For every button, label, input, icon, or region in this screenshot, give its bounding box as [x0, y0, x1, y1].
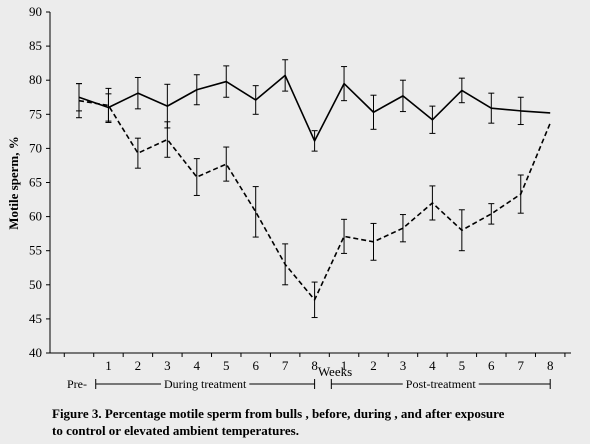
x-tick-label: 6	[488, 358, 495, 373]
x-tick-label: 4	[429, 358, 436, 373]
series-line	[78, 74, 551, 142]
y-axis-title: Motile sperm, %	[6, 136, 21, 230]
x-tick-label: 2	[370, 358, 377, 373]
y-tick-label: 40	[29, 345, 42, 360]
y-tick-label: 55	[29, 243, 42, 258]
phase-label: During treatment	[164, 377, 247, 391]
x-tick-label: 6	[252, 358, 259, 373]
phase-label: Post-treatment	[406, 377, 477, 391]
x-tick-label: 1	[105, 358, 112, 373]
y-tick-label: 75	[29, 106, 42, 121]
x-tick-label: 7	[282, 358, 289, 373]
x-tick-label: 5	[459, 358, 466, 373]
y-tick-label: 50	[29, 277, 42, 292]
x-tick-label: 3	[400, 358, 407, 373]
x-tick-label: 4	[194, 358, 201, 373]
figure-caption: Figure 3. Percentage motile sperm from b…	[52, 405, 582, 439]
caption-line-1: Figure 3. Percentage motile sperm from b…	[52, 406, 505, 421]
x-tick-label: 7	[518, 358, 525, 373]
x-tick-label: 8	[547, 358, 554, 373]
y-tick-label: 90	[29, 4, 42, 19]
x-tick-label: 8	[311, 358, 318, 373]
y-tick-label: 80	[29, 72, 42, 87]
series-solid	[76, 59, 551, 152]
caption-line-2: to control or elevated ambient temperatu…	[52, 423, 299, 438]
series-dashed	[76, 83, 551, 319]
x-tick-label: 3	[164, 358, 171, 373]
y-tick-label: 60	[29, 209, 42, 224]
x-tick-label: 5	[223, 358, 230, 373]
y-tick-label: 45	[29, 311, 42, 326]
y-tick-label: 65	[29, 175, 42, 190]
y-tick-label: 70	[29, 140, 42, 155]
series-line	[78, 99, 551, 301]
y-tick-label: 85	[29, 38, 42, 53]
x-tick-label: 1	[341, 358, 348, 373]
x-axis-title: Weeks	[318, 364, 352, 379]
phase-label: Pre-	[67, 377, 87, 391]
x-tick-label: 2	[135, 358, 142, 373]
